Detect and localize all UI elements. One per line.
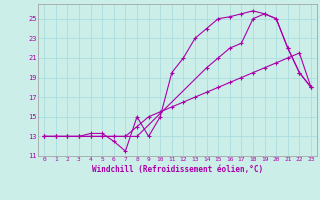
X-axis label: Windchill (Refroidissement éolien,°C): Windchill (Refroidissement éolien,°C) — [92, 165, 263, 174]
